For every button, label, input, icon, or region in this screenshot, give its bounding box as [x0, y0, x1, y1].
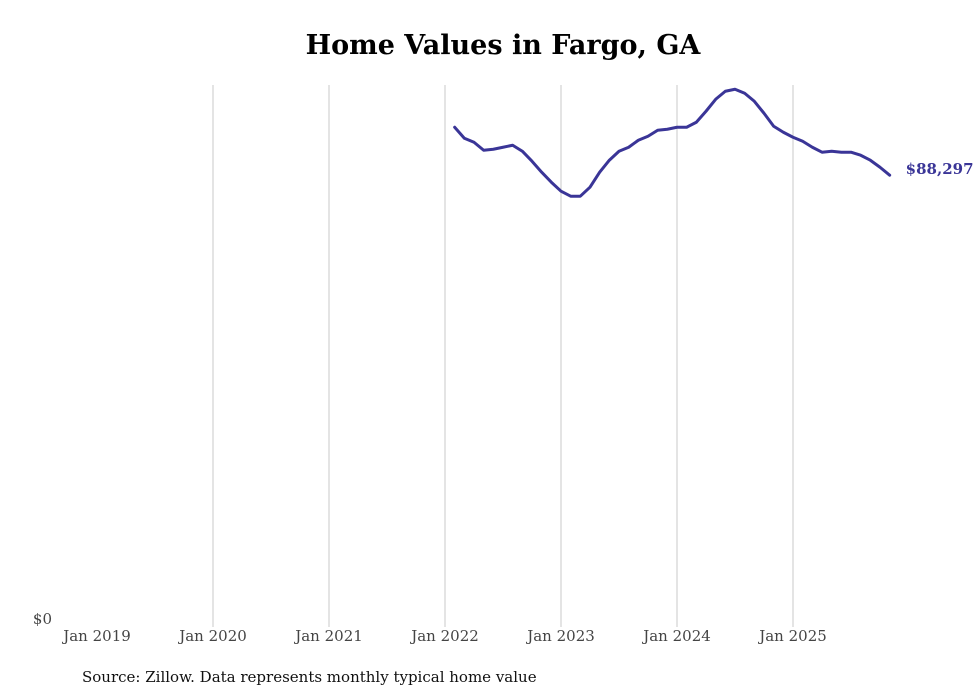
x-tick-label: Jan 2020	[177, 627, 247, 645]
y-tick-label: $0	[33, 610, 52, 628]
x-tick-label: Jan 2021	[293, 627, 363, 645]
x-tick-label: Jan 2023	[525, 627, 595, 645]
end-value-label: $88,297	[906, 160, 974, 178]
chart-title: Home Values in Fargo, GA	[305, 30, 701, 61]
x-tick-label: Jan 2024	[641, 627, 711, 645]
series-line	[453, 87, 892, 198]
source-note: Source: Zillow. Data represents monthly …	[82, 668, 537, 686]
x-tick-label: Jan 2022	[409, 627, 479, 645]
x-tick-label: Jan 2019	[61, 627, 131, 645]
x-tick-label: Jan 2025	[757, 627, 827, 645]
